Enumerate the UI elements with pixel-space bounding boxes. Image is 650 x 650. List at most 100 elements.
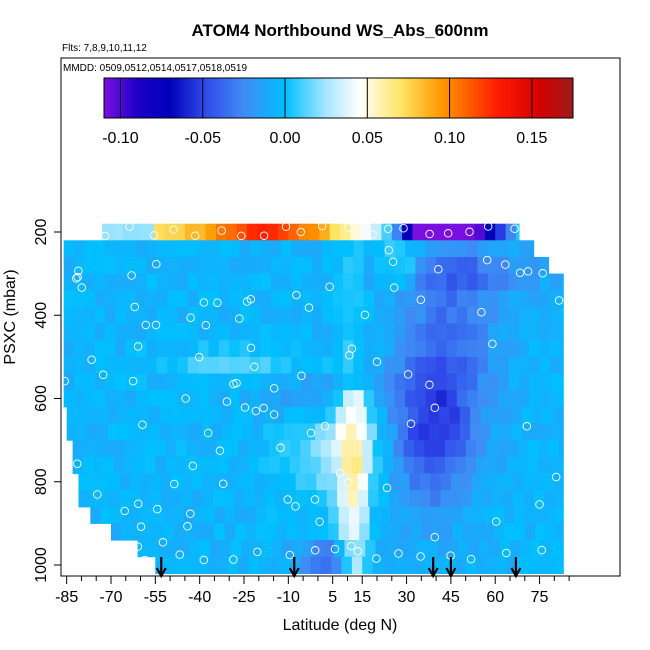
heatmap-cell bbox=[105, 340, 116, 358]
observation-point bbox=[130, 302, 140, 312]
heatmap-cell bbox=[479, 540, 490, 558]
heatmap-cell bbox=[363, 340, 375, 358]
heatmap-cell bbox=[125, 356, 137, 375]
observation-point bbox=[310, 546, 320, 555]
heatmap-cell bbox=[72, 440, 84, 458]
heatmap-cell bbox=[332, 356, 344, 375]
heatmap-cell bbox=[202, 473, 214, 491]
observation-point bbox=[554, 296, 564, 305]
observation-point bbox=[347, 541, 356, 551]
heatmap-cell bbox=[549, 306, 561, 325]
heatmap-cell bbox=[187, 240, 199, 258]
heatmap-cell bbox=[427, 540, 439, 558]
heatmap-cell bbox=[384, 373, 396, 391]
heatmap-cell bbox=[204, 506, 215, 524]
heatmap-cell bbox=[477, 257, 489, 275]
heatmap-cell bbox=[533, 473, 545, 491]
heatmap-cell bbox=[94, 306, 106, 325]
heatmap-cell bbox=[436, 390, 447, 408]
heatmap-cell bbox=[115, 290, 127, 308]
observation-point bbox=[153, 504, 162, 514]
heatmap-cell bbox=[218, 306, 230, 325]
heatmap-cell bbox=[538, 456, 549, 475]
heatmap-cell bbox=[552, 406, 564, 425]
heatmap-cell bbox=[326, 490, 338, 508]
heatmap-cell bbox=[202, 490, 214, 508]
observation-point bbox=[61, 545, 68, 555]
heatmap-cell bbox=[176, 556, 187, 574]
heatmap-cell bbox=[270, 306, 282, 325]
heatmap-cell bbox=[125, 390, 137, 408]
heatmap-cell bbox=[527, 456, 539, 475]
heatmap-cell bbox=[99, 473, 111, 491]
heatmap-cell bbox=[511, 423, 523, 441]
observation-point bbox=[320, 421, 330, 431]
heatmap-cell bbox=[74, 356, 85, 375]
heatmap-cell bbox=[152, 523, 164, 541]
heatmap-cell bbox=[549, 323, 561, 341]
heatmap-cell bbox=[498, 273, 510, 291]
heatmap-cell bbox=[434, 440, 446, 458]
heatmap-cell bbox=[214, 506, 226, 524]
heatmap-cell bbox=[363, 356, 375, 375]
heatmap-cell bbox=[229, 356, 241, 375]
heatmap-cell bbox=[242, 423, 254, 441]
heatmap-cell bbox=[223, 490, 235, 508]
observation-point bbox=[394, 549, 403, 558]
heatmap-cell bbox=[134, 440, 146, 458]
heatmap-cell bbox=[560, 390, 564, 408]
heatmap-cell bbox=[121, 506, 133, 524]
heatmap-cell bbox=[465, 440, 477, 458]
flight-arrow bbox=[288, 557, 300, 579]
heatmap-cell bbox=[456, 373, 468, 391]
heatmap-cell bbox=[306, 473, 317, 491]
observation-point bbox=[136, 522, 146, 531]
heatmap-cell bbox=[239, 323, 251, 341]
heatmap-cell bbox=[351, 556, 363, 574]
observation-point bbox=[61, 376, 69, 386]
heatmap-cell bbox=[477, 323, 489, 341]
heatmap-cell bbox=[208, 390, 220, 408]
heatmap-cell bbox=[177, 240, 189, 258]
heatmap-cell bbox=[258, 556, 270, 574]
heatmap-cell bbox=[332, 273, 344, 291]
observation-point bbox=[281, 222, 291, 231]
heatmap-cell bbox=[146, 290, 158, 308]
heatmap-cell bbox=[146, 356, 158, 375]
heatmap-cell bbox=[415, 273, 427, 291]
observation-point bbox=[127, 271, 136, 280]
heatmap-cell bbox=[486, 556, 498, 574]
observation-point bbox=[242, 297, 252, 306]
heatmap-cell bbox=[286, 523, 298, 541]
heatmap-cell bbox=[346, 423, 357, 441]
heatmap-cell bbox=[458, 540, 470, 558]
heatmap-cell bbox=[477, 240, 489, 258]
heatmap-cell bbox=[394, 257, 406, 275]
heatmap-cell bbox=[470, 406, 481, 425]
colorbar-tick-label: 0.15 bbox=[516, 130, 547, 147]
heatmap-cell bbox=[258, 440, 270, 458]
observation-point bbox=[345, 351, 354, 360]
heatmap-cell bbox=[241, 540, 252, 558]
heatmap-cell bbox=[477, 373, 489, 391]
heatmap-cell bbox=[208, 373, 220, 391]
x-tick-label: -85 bbox=[55, 589, 78, 606]
heatmap-cell bbox=[384, 257, 396, 275]
heatmap-cell bbox=[524, 523, 536, 541]
heatmap-cell bbox=[192, 490, 204, 508]
observation-point bbox=[183, 522, 192, 531]
heatmap-cell bbox=[521, 406, 533, 425]
heatmap-cell bbox=[238, 440, 249, 458]
heatmap-cell bbox=[459, 406, 471, 425]
heatmap-cell bbox=[467, 356, 478, 375]
observation-point bbox=[535, 500, 544, 509]
heatmap-cell bbox=[156, 323, 168, 341]
heatmap-cell bbox=[312, 340, 323, 358]
heatmap-cell bbox=[195, 223, 207, 241]
heatmap-cell bbox=[74, 306, 85, 325]
observation-point bbox=[430, 403, 440, 413]
heatmap-cell bbox=[164, 223, 176, 241]
heatmap-cell bbox=[249, 306, 261, 325]
heatmap-cell bbox=[394, 323, 406, 341]
heatmap-cell bbox=[155, 440, 167, 458]
